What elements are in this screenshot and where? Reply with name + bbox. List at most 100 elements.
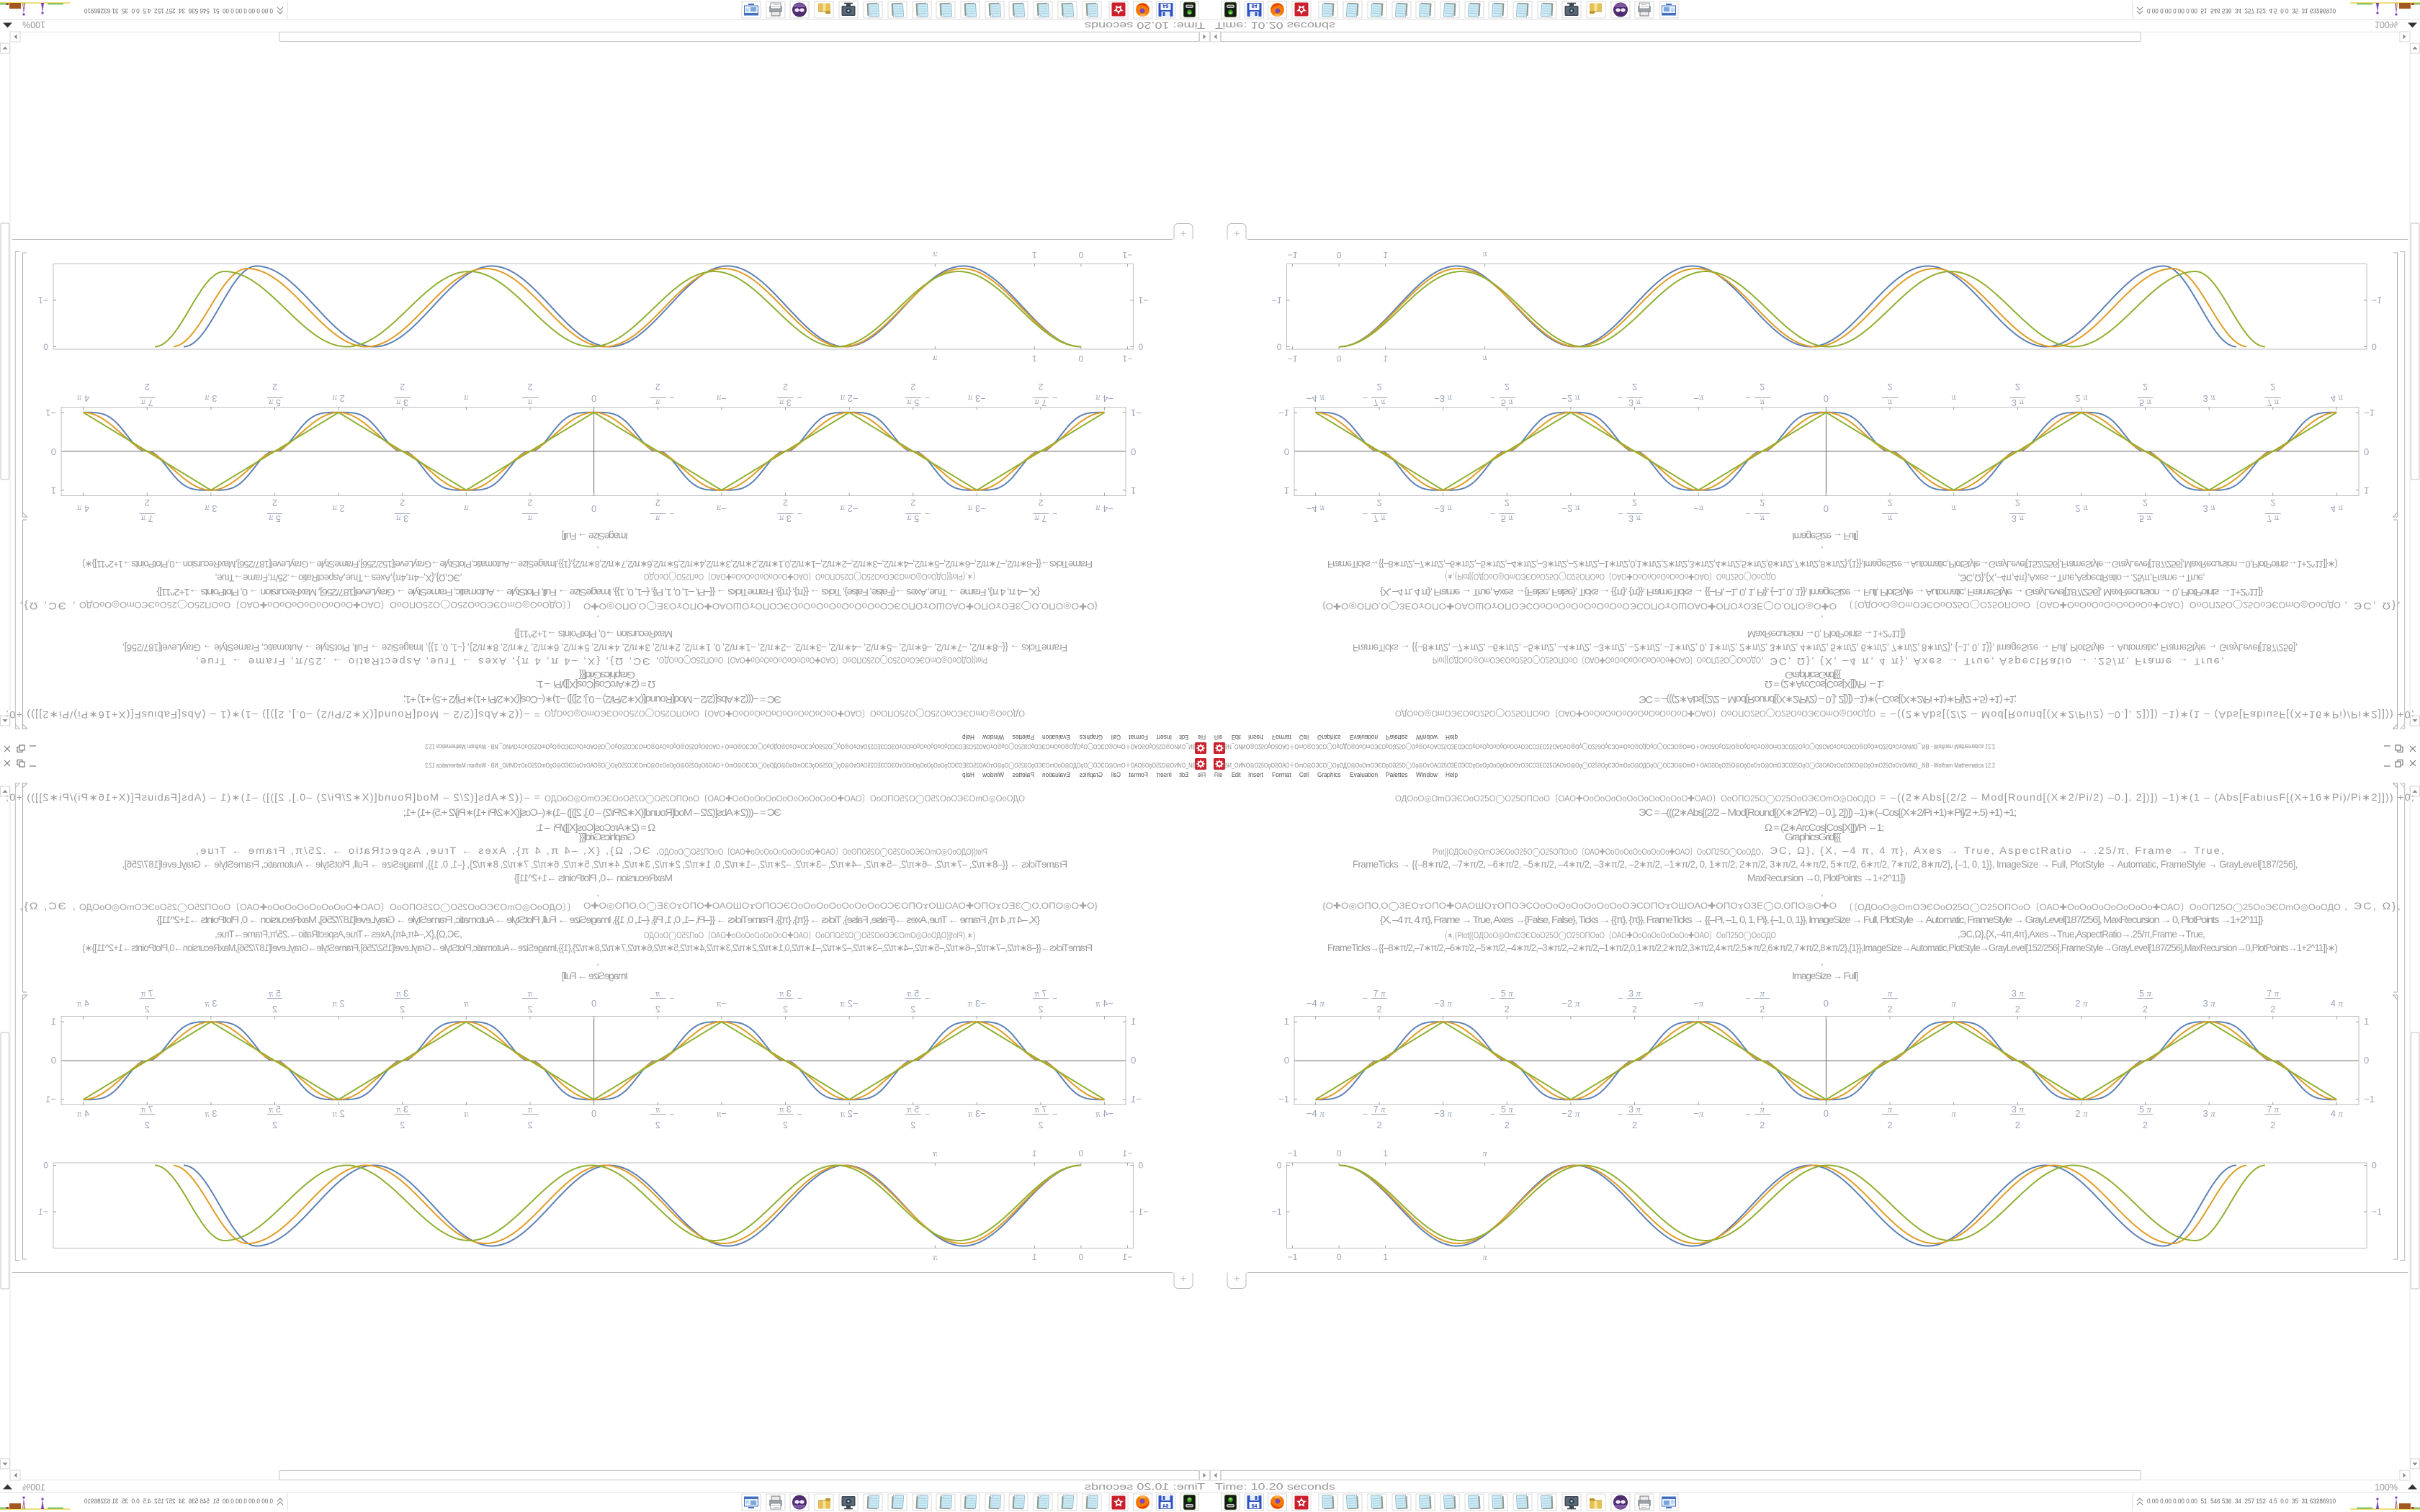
svg-text:2: 2 <box>2143 1004 2148 1014</box>
svg-text:2: 2 <box>527 498 532 508</box>
svg-text:64: 64 <box>1252 3 1258 8</box>
svg-text:π: π <box>527 1104 532 1115</box>
svg-text:2: 2 <box>1632 498 1637 508</box>
svg-text:2: 2 <box>1760 382 1765 392</box>
svg-text:1: 1 <box>1032 1252 1037 1262</box>
svg-text:2: 2 <box>2015 1120 2020 1130</box>
svg-text:−: − <box>1745 1110 1750 1120</box>
svg-text:7 π: 7 π <box>140 513 153 523</box>
svg-text:−π: −π <box>716 1108 727 1119</box>
svg-text:−1: −1 <box>1272 1207 1282 1217</box>
svg-text:7 π: 7 π <box>1373 989 1386 999</box>
svg-text:−4 π: −4 π <box>1307 1108 1325 1119</box>
svg-text:0: 0 <box>1284 1055 1289 1066</box>
svg-text:7 π: 7 π <box>2267 397 2279 408</box>
svg-text:−4 π: −4 π <box>1307 393 1325 404</box>
svg-text:4 π: 4 π <box>76 503 89 514</box>
svg-text:2: 2 <box>527 382 532 392</box>
svg-text:π: π <box>932 250 937 260</box>
svg-text:0: 0 <box>1131 1055 1136 1066</box>
svg-text:3 π: 3 π <box>779 397 791 408</box>
svg-text:−1: −1 <box>2372 1207 2382 1217</box>
svg-text:−2 π: −2 π <box>1561 503 1579 514</box>
svg-text:π: π <box>1760 513 1765 523</box>
svg-text:7 π: 7 π <box>1373 1104 1386 1115</box>
svg-text:2: 2 <box>910 1004 915 1014</box>
svg-text:2: 2 <box>2270 1004 2275 1014</box>
svg-text:3 π: 3 π <box>2012 397 2024 408</box>
svg-text:2: 2 <box>910 1120 915 1130</box>
svg-text:7 π: 7 π <box>2267 1104 2279 1115</box>
svg-text:0: 0 <box>1337 1252 1342 1262</box>
svg-text:1: 1 <box>1032 250 1037 260</box>
svg-text:−3 π: −3 π <box>967 503 985 514</box>
svg-text:5 π: 5 π <box>1501 989 1513 999</box>
svg-text:3 π: 3 π <box>2202 998 2215 1009</box>
svg-text:−: − <box>1363 994 1368 1004</box>
svg-text:π: π <box>1760 397 1765 408</box>
svg-text:0: 0 <box>1824 393 1829 404</box>
svg-text:7 π: 7 π <box>2267 513 2279 523</box>
svg-text:−2 π: −2 π <box>1561 393 1579 404</box>
svg-text:π: π <box>655 989 660 999</box>
svg-text:2: 2 <box>2270 1120 2275 1130</box>
svg-text:2: 2 <box>2015 382 2020 392</box>
svg-text:−1: −1 <box>1122 250 1132 260</box>
svg-text:2: 2 <box>1632 382 1637 392</box>
svg-text:2: 2 <box>400 1004 405 1014</box>
svg-text:0: 0 <box>1337 250 1342 260</box>
svg-text:π: π <box>1888 513 1893 523</box>
svg-text:−: − <box>1052 1110 1057 1120</box>
svg-text:0: 0 <box>591 393 596 404</box>
svg-text:π: π <box>527 513 532 523</box>
svg-text:−1: −1 <box>1272 295 1282 305</box>
svg-text:2: 2 <box>2015 498 2020 508</box>
svg-text:3 π: 3 π <box>2202 1108 2215 1119</box>
svg-text:7 π: 7 π <box>1034 989 1047 999</box>
svg-text:−1: −1 <box>1122 1148 1132 1158</box>
svg-text:−: − <box>669 994 674 1004</box>
svg-text:2: 2 <box>1888 382 1893 392</box>
svg-text:7 π: 7 π <box>140 1104 153 1115</box>
svg-text:2: 2 <box>1377 1004 1382 1014</box>
svg-text:π: π <box>527 989 532 999</box>
svg-text:−1: −1 <box>1288 1252 1298 1262</box>
svg-text:1: 1 <box>51 1016 56 1027</box>
svg-text:π: π <box>1888 989 1893 999</box>
svg-text:2: 2 <box>655 382 660 392</box>
svg-text:1: 1 <box>1383 250 1388 260</box>
svg-text:−4 π: −4 π <box>1307 503 1325 514</box>
svg-text:2 π: 2 π <box>332 393 345 404</box>
svg-text:0: 0 <box>1078 1252 1083 1262</box>
svg-text:2: 2 <box>1505 498 1510 508</box>
svg-text:5 π: 5 π <box>268 989 280 999</box>
svg-text:−: − <box>1490 393 1495 403</box>
svg-text:1: 1 <box>2364 485 2369 496</box>
svg-text:−: − <box>925 393 930 403</box>
svg-text:π: π <box>1951 503 1956 514</box>
svg-text:2: 2 <box>910 498 915 508</box>
svg-text:−1: −1 <box>1278 1094 1289 1104</box>
svg-text:2: 2 <box>783 1120 788 1130</box>
svg-text:2: 2 <box>272 1120 277 1130</box>
svg-text:3 π: 3 π <box>2012 989 2024 999</box>
svg-text:0: 0 <box>591 503 596 514</box>
svg-text:π: π <box>1483 1252 1488 1262</box>
svg-text:2: 2 <box>400 1120 405 1130</box>
svg-text:2: 2 <box>145 498 150 508</box>
svg-text:π: π <box>1483 1148 1488 1158</box>
svg-text:−1: −1 <box>1278 408 1289 418</box>
svg-text:0: 0 <box>591 1108 596 1119</box>
svg-text:π: π <box>464 1108 469 1119</box>
svg-text:0: 0 <box>1078 1148 1083 1158</box>
svg-text:2: 2 <box>145 1004 150 1014</box>
svg-text:2 π: 2 π <box>332 1108 345 1119</box>
svg-text:2: 2 <box>2015 1004 2020 1014</box>
svg-text:2: 2 <box>1888 1120 1893 1130</box>
svg-text:−3 π: −3 π <box>967 998 985 1009</box>
svg-text:64: 64 <box>1163 3 1169 8</box>
svg-text:1: 1 <box>1284 1016 1289 1027</box>
svg-text:2: 2 <box>2270 382 2275 392</box>
svg-text:−π: −π <box>716 503 727 514</box>
svg-text:−1: −1 <box>1131 408 1142 418</box>
